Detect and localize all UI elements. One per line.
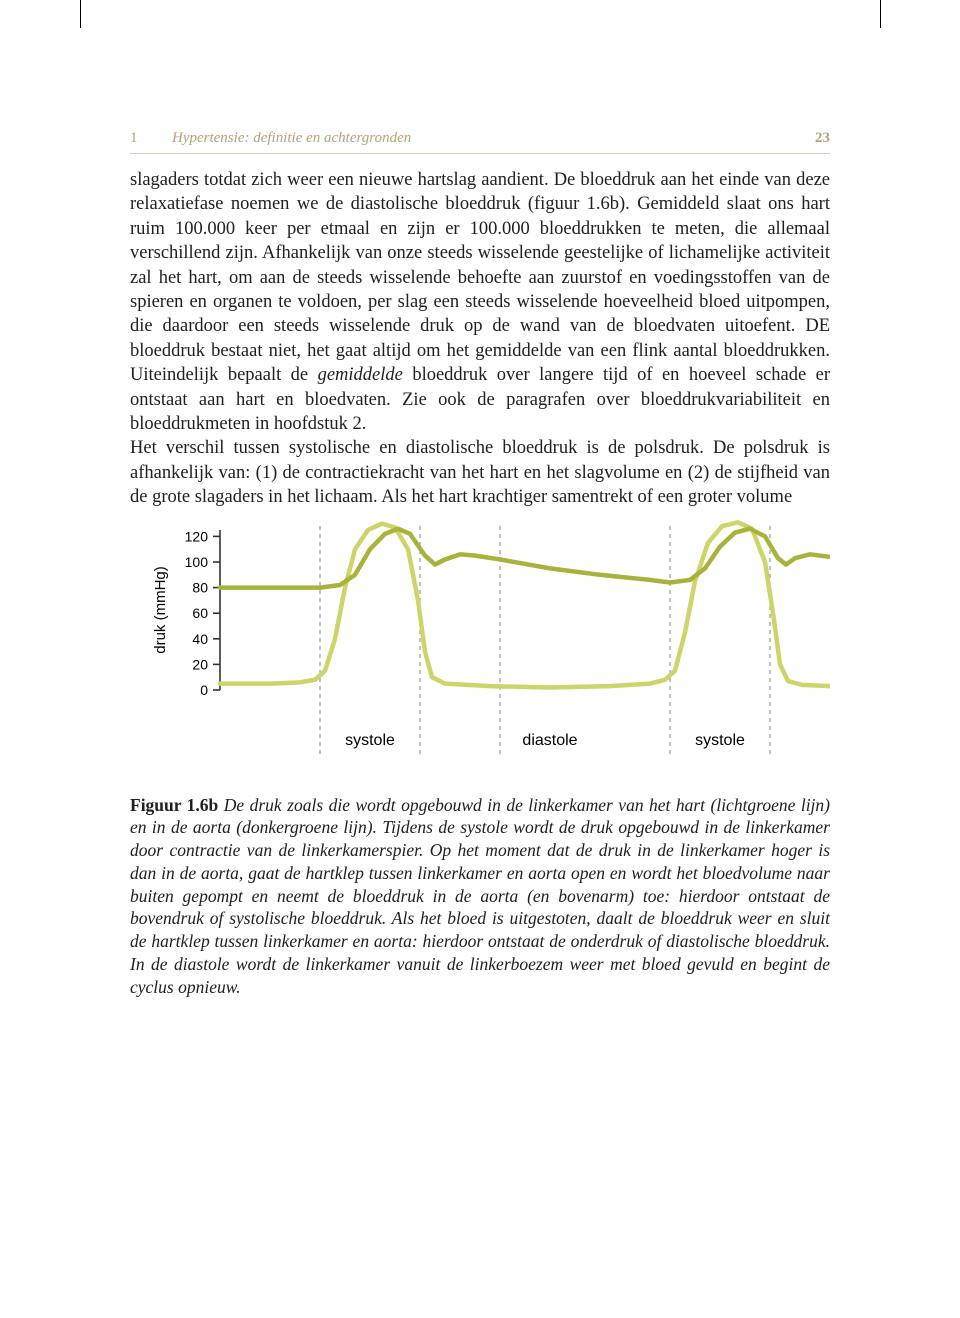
caption-label: Figuur 1.6b: [130, 795, 218, 815]
svg-text:systole: systole: [345, 732, 395, 749]
svg-text:60: 60: [192, 605, 208, 621]
figure-caption: Figuur 1.6b De druk zoals die wordt opge…: [130, 794, 830, 999]
chapter-number: 1: [130, 130, 172, 147]
svg-text:systole: systole: [695, 732, 745, 749]
body-text-italic: gemiddelde: [318, 365, 403, 385]
figure-1-6b: 0 20 40 60 80 100 120 druk (mmHg) systole diastol…: [130, 520, 830, 780]
page-number: 23: [815, 130, 830, 147]
svg-text:40: 40: [192, 630, 208, 646]
page-content: 1 Hypertensie: definitie en achtergronde…: [130, 130, 830, 998]
body-paragraph-1: slagaders totdat zich weer een nieuwe ha…: [130, 168, 830, 510]
caption-text: De druk zoals die wordt opgebouwd in de …: [130, 795, 830, 997]
body-text-run: slagaders totdat zich weer een nieuwe ha…: [130, 170, 830, 385]
svg-text:100: 100: [185, 554, 209, 570]
running-header: 1 Hypertensie: definitie en achtergronde…: [130, 130, 830, 154]
svg-text:80: 80: [192, 579, 208, 595]
svg-text:diastole: diastole: [522, 732, 577, 749]
svg-text:20: 20: [192, 656, 208, 672]
pressure-chart: 0 20 40 60 80 100 120 druk (mmHg) systole diastol…: [130, 520, 830, 780]
body-text-run: Het verschil tussen systolische en diast…: [130, 438, 830, 507]
chapter-title: Hypertensie: definitie en achtergronden: [172, 130, 815, 147]
svg-text:druk (mmHg): druk (mmHg): [152, 566, 169, 654]
svg-text:0: 0: [200, 682, 208, 698]
svg-text:120: 120: [185, 528, 209, 544]
crop-marks: [0, 0, 960, 30]
